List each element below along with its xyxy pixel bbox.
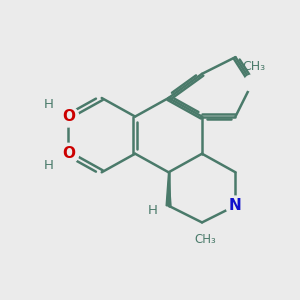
Text: O: O xyxy=(62,109,75,124)
Text: O: O xyxy=(62,146,75,161)
Circle shape xyxy=(58,106,79,127)
Text: CH₃: CH₃ xyxy=(194,233,216,246)
Circle shape xyxy=(226,196,245,215)
Circle shape xyxy=(244,75,260,91)
Circle shape xyxy=(58,143,79,164)
Polygon shape xyxy=(166,172,171,206)
Text: CH₃: CH₃ xyxy=(242,60,266,73)
Text: N: N xyxy=(229,198,242,213)
Text: H: H xyxy=(44,98,54,111)
Text: H: H xyxy=(148,204,158,217)
Text: H: H xyxy=(44,159,54,172)
